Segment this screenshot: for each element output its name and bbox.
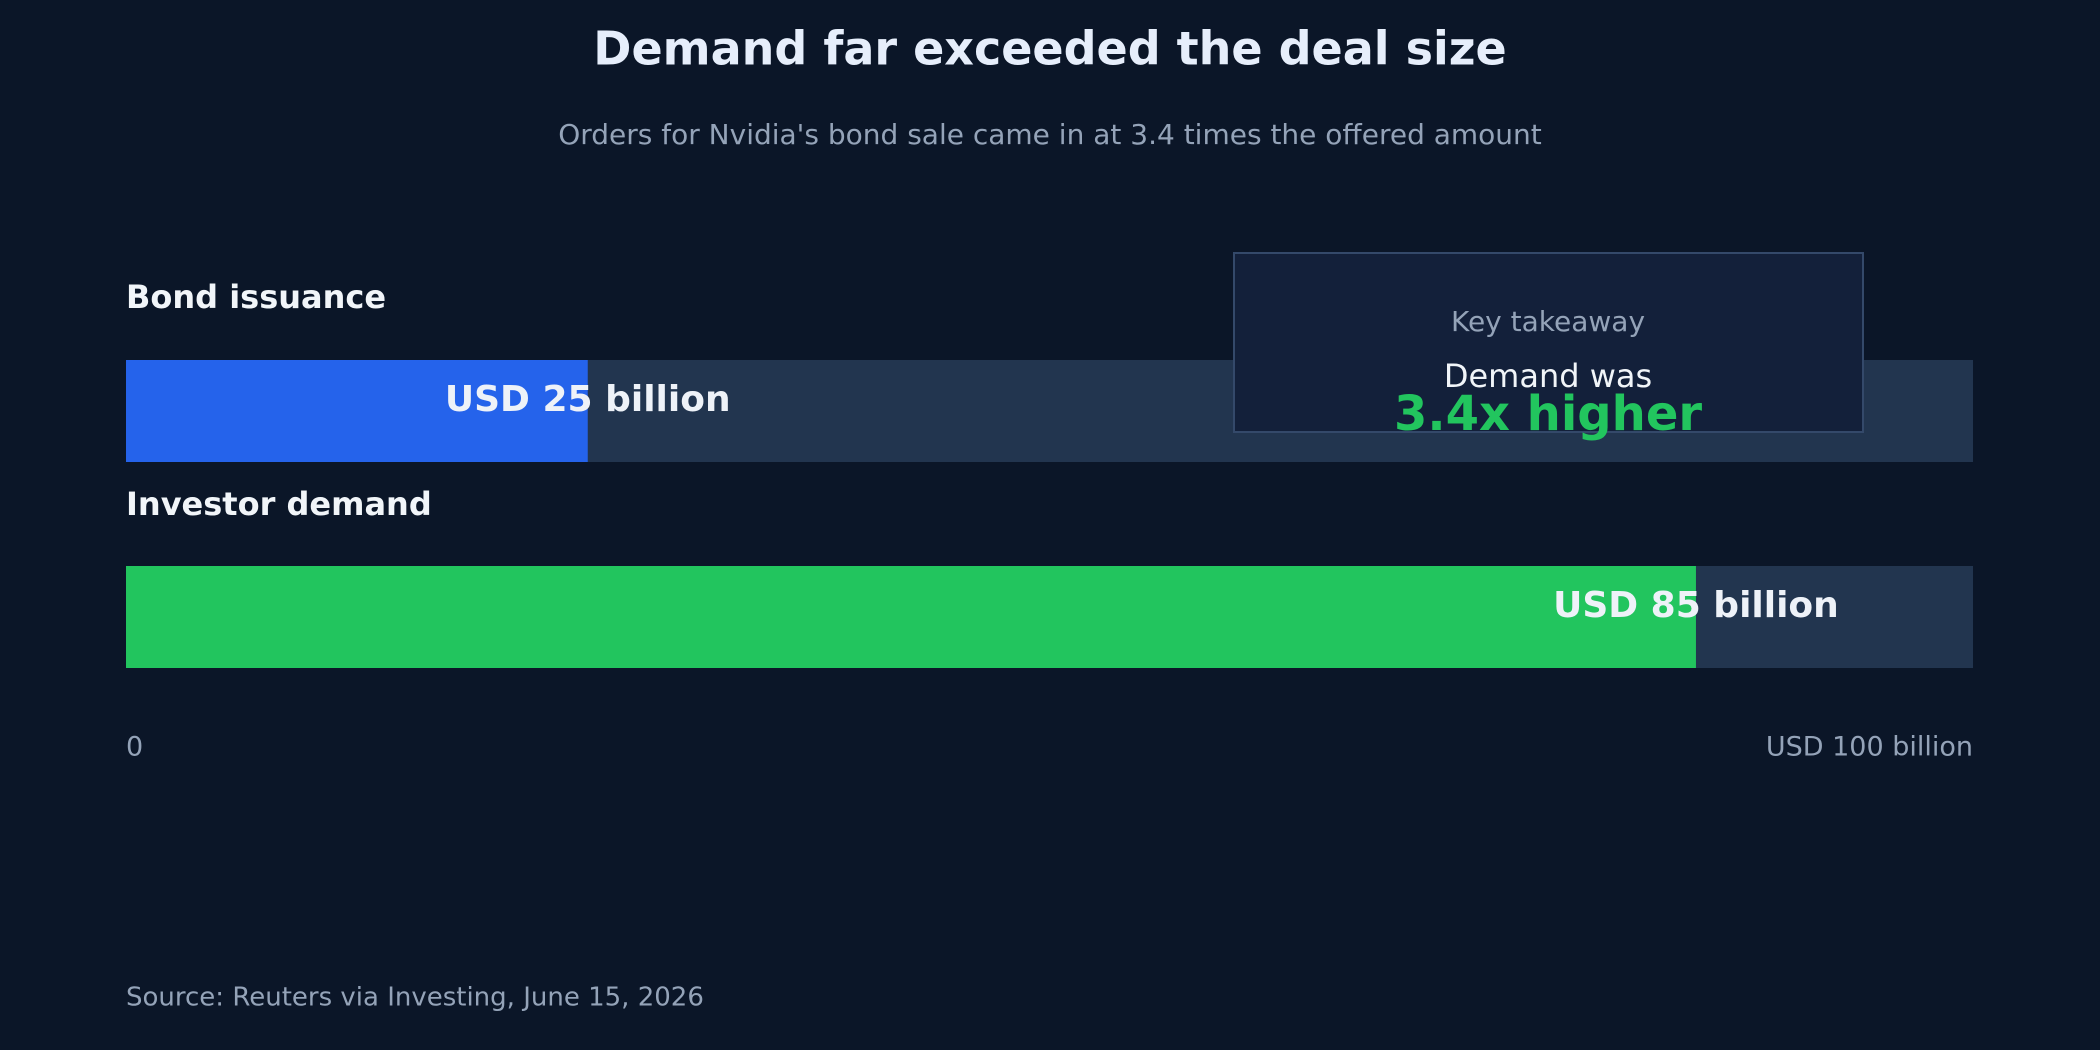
chart-subtitle: Orders for Nvidia's bond sale came in at… [558, 118, 1542, 151]
annotation: Key takeaway Demand was 3.4x higher [1233, 252, 1864, 442]
bar [126, 360, 588, 462]
annotation-text: Demand was [1444, 357, 1652, 395]
value-label: USD 25 billion [445, 379, 731, 420]
chart-title: Demand far exceeded the deal size [593, 22, 1506, 76]
annotation-title: Key takeaway [1451, 305, 1645, 338]
category-label: Bond issuance [126, 278, 386, 316]
source: Source: Reuters via Investing, June 15, … [126, 983, 704, 1013]
x-tick-label: 0 [126, 732, 143, 763]
bar [126, 566, 1696, 668]
x-tick-label: USD 100 billion [1766, 732, 1973, 763]
annotation-highlight: 3.4x higher [1394, 386, 1702, 442]
category-label: Investor demand [126, 485, 432, 523]
annotation-box [1233, 252, 1864, 433]
value-label: USD 85 billion [1553, 585, 1839, 626]
